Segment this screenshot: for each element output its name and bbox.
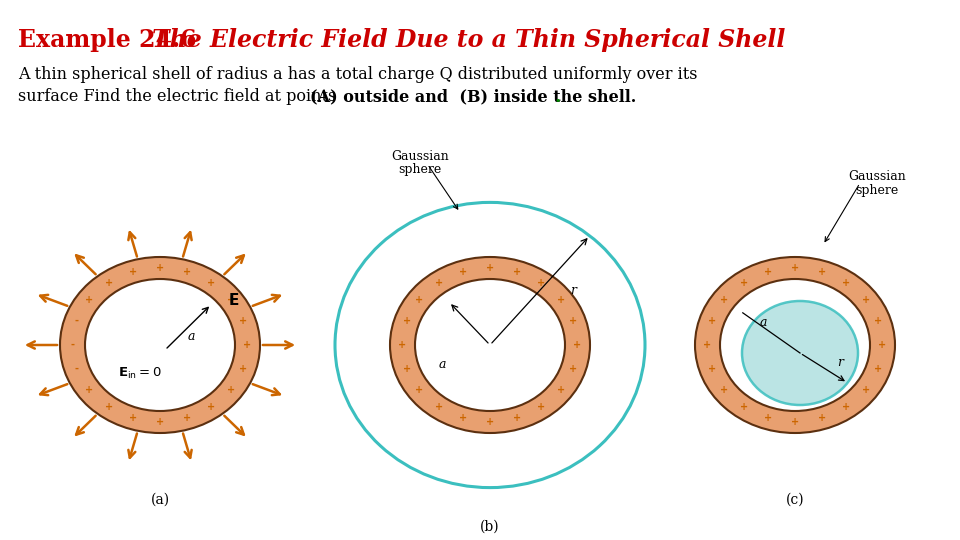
Text: $\mathbf{E}_\mathrm{in} = 0$: $\mathbf{E}_\mathrm{in} = 0$ <box>118 366 161 381</box>
Text: +: + <box>708 316 716 326</box>
Text: +: + <box>403 364 411 374</box>
Text: +: + <box>791 263 799 273</box>
Text: +: + <box>459 267 467 277</box>
Text: +: + <box>486 417 494 427</box>
Text: +: + <box>764 413 772 423</box>
Text: +: + <box>156 263 164 273</box>
Text: +: + <box>435 278 443 288</box>
Text: +: + <box>183 413 191 423</box>
Text: +: + <box>875 316 882 326</box>
Text: +: + <box>435 402 443 413</box>
Text: +: + <box>720 295 729 305</box>
Text: +: + <box>862 385 870 395</box>
Text: -: - <box>75 364 79 374</box>
Text: +: + <box>513 413 521 423</box>
Text: (a): (a) <box>151 493 170 507</box>
Ellipse shape <box>742 301 858 405</box>
Text: The Electric Field Due to a Thin Spherical Shell: The Electric Field Due to a Thin Spheric… <box>152 28 785 52</box>
Text: r: r <box>570 284 576 296</box>
Text: +: + <box>239 316 248 326</box>
Text: -: - <box>70 340 75 350</box>
Ellipse shape <box>720 279 870 411</box>
Text: +: + <box>739 402 748 413</box>
Text: +: + <box>415 295 423 305</box>
Text: +: + <box>239 364 248 374</box>
Ellipse shape <box>695 257 895 433</box>
Text: +: + <box>207 402 215 413</box>
Text: +: + <box>207 278 215 288</box>
Text: .: . <box>554 88 561 106</box>
Text: +: + <box>85 295 93 305</box>
Text: +: + <box>818 267 827 277</box>
Text: +: + <box>398 340 407 350</box>
Text: +: + <box>818 413 827 423</box>
Text: +: + <box>486 263 494 273</box>
Text: +: + <box>862 295 870 305</box>
Text: +: + <box>739 278 748 288</box>
Text: $\mathbf{E}$: $\mathbf{E}$ <box>228 292 239 308</box>
Text: +: + <box>403 316 411 326</box>
Text: +: + <box>538 278 545 288</box>
Text: +: + <box>129 413 137 423</box>
Text: +: + <box>227 295 235 305</box>
Text: +: + <box>842 278 851 288</box>
Text: Gaussian: Gaussian <box>391 150 449 163</box>
Text: +: + <box>704 340 711 350</box>
Text: +: + <box>791 417 799 427</box>
Text: sphere: sphere <box>398 163 442 176</box>
Text: +: + <box>105 402 112 413</box>
Text: +: + <box>156 417 164 427</box>
Text: r: r <box>837 356 843 369</box>
Text: a: a <box>439 359 445 372</box>
Text: +: + <box>105 278 112 288</box>
Text: +: + <box>557 295 564 305</box>
Text: (b): (b) <box>480 520 500 534</box>
Text: +: + <box>85 385 93 395</box>
Text: +: + <box>764 267 772 277</box>
Text: +: + <box>513 267 521 277</box>
Text: +: + <box>720 385 729 395</box>
Text: +: + <box>227 385 235 395</box>
Text: +: + <box>183 267 191 277</box>
Text: (A) outside and  (B) inside the shell.: (A) outside and (B) inside the shell. <box>310 88 636 105</box>
Text: +: + <box>415 385 423 395</box>
Text: +: + <box>244 340 252 350</box>
Ellipse shape <box>390 257 590 433</box>
Ellipse shape <box>415 279 565 411</box>
Text: surface Find the electric field at points: surface Find the electric field at point… <box>18 88 342 105</box>
Text: +: + <box>569 364 577 374</box>
Text: Gaussian: Gaussian <box>848 170 906 183</box>
Text: a: a <box>759 316 767 329</box>
Text: +: + <box>557 385 564 395</box>
Text: +: + <box>875 364 882 374</box>
Ellipse shape <box>85 279 235 411</box>
Text: +: + <box>129 267 137 277</box>
Text: +: + <box>573 340 582 350</box>
Text: +: + <box>569 316 577 326</box>
Text: Example 24.6: Example 24.6 <box>18 28 204 52</box>
Text: +: + <box>708 364 716 374</box>
Ellipse shape <box>60 257 260 433</box>
Text: A thin spherical shell of radius a has a total charge Q distributed uniformly ov: A thin spherical shell of radius a has a… <box>18 66 698 83</box>
Text: (c): (c) <box>785 493 804 507</box>
Text: sphere: sphere <box>855 184 899 197</box>
Text: a: a <box>188 330 196 343</box>
Text: +: + <box>842 402 851 413</box>
Text: +: + <box>878 340 887 350</box>
Text: +: + <box>538 402 545 413</box>
Text: -: - <box>75 316 79 326</box>
Text: +: + <box>459 413 467 423</box>
